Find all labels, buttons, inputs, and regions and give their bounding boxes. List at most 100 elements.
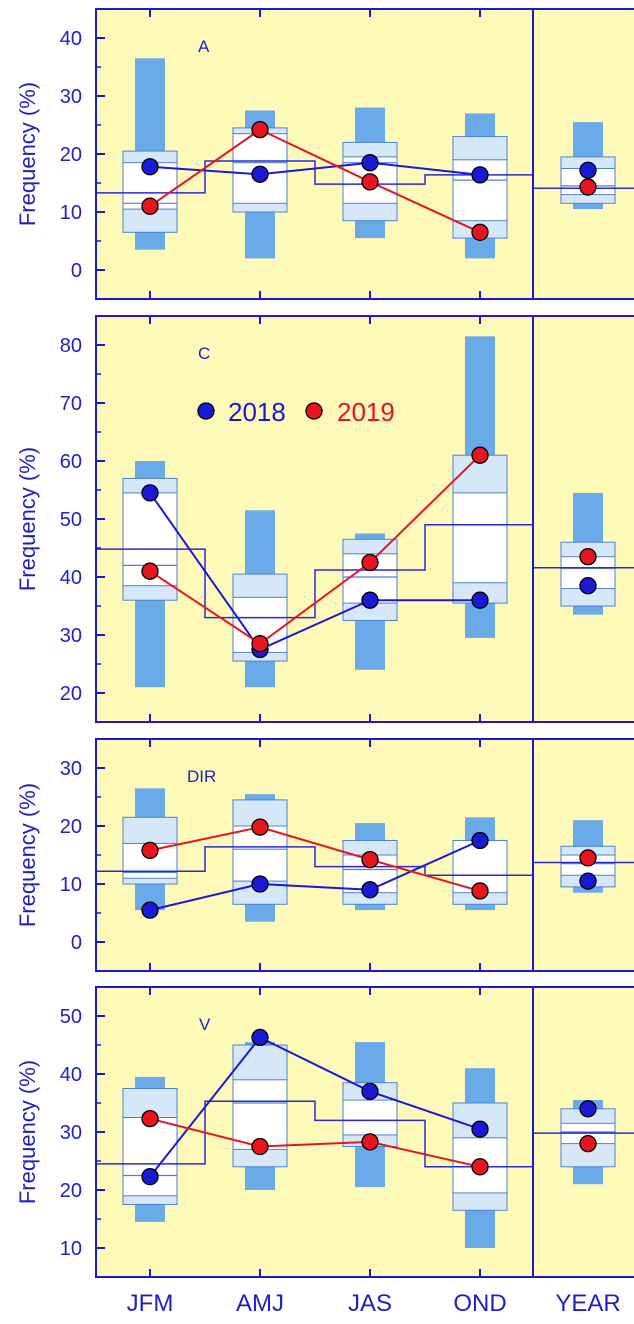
point-2018-jas <box>361 1082 379 1101</box>
y-tick-label: 60 <box>60 451 82 473</box>
box-ond <box>452 113 508 259</box>
inner-box <box>232 1079 288 1150</box>
x-category-label-amj: AMJ <box>236 1290 284 1317</box>
y-tick-label: 80 <box>60 335 82 357</box>
point-2019-amj <box>251 635 269 653</box>
panel-label: A <box>198 37 210 56</box>
y-tick-label: 20 <box>60 1180 82 1202</box>
point-2018-amj <box>251 875 269 893</box>
point-2019-ond <box>471 446 489 464</box>
y-tick-label: 30 <box>60 758 82 780</box>
y-tick-label: 30 <box>60 625 82 647</box>
series-line-2019 <box>149 128 481 234</box>
point-2018-amj <box>251 1028 269 1047</box>
y-axis-label: Frequency (%) <box>15 1060 40 1204</box>
y-axis-label: Frequency (%) <box>15 447 40 591</box>
point-2018-ond <box>471 1120 489 1138</box>
series-line-2019 <box>149 454 481 645</box>
inner-box <box>452 492 508 584</box>
point-2018-jfm <box>141 1168 159 1186</box>
box-jas <box>342 1042 398 1188</box>
panel-label: DIR <box>187 767 216 786</box>
point-2019-year <box>579 1134 597 1153</box>
series-line-2019 <box>149 826 481 892</box>
panel-frame <box>95 986 634 1278</box>
legend: 2018 2019 <box>197 397 395 427</box>
series-line-2018 <box>149 492 480 651</box>
panels: 0 10 20 30 40 Frequency (%) A 20 30 40 50 60 70 80 Fre… <box>15 8 634 1278</box>
point-2018-year <box>579 872 597 890</box>
y-tick-label: 40 <box>60 28 82 50</box>
point-2019-amj <box>251 1137 269 1156</box>
point-2018-year <box>579 577 597 595</box>
panel-frame <box>95 8 634 300</box>
y-tick-label: 10 <box>60 202 82 224</box>
y-tick-label: 40 <box>60 1064 82 1086</box>
series-line-2019 <box>149 1117 481 1168</box>
box-ond <box>452 1068 508 1248</box>
point-2018-ond <box>471 831 489 850</box>
y-tick-label: 70 <box>60 393 82 415</box>
point-2019-ond <box>471 1158 489 1176</box>
point-2018-ond <box>471 591 489 609</box>
panel-label: V <box>199 1015 211 1034</box>
point-2018-ond <box>471 166 489 184</box>
point-2019-jfm <box>141 841 159 860</box>
y-tick-label: 30 <box>60 86 82 108</box>
inner-box <box>452 1137 508 1194</box>
point-2019-amj <box>251 818 269 836</box>
point-2018-year <box>579 161 597 179</box>
x-category-label-jfm: JFM <box>127 1290 174 1317</box>
y-tick-label: 50 <box>60 1006 82 1028</box>
y-tick-label: 20 <box>60 816 82 838</box>
point-2018-jas <box>361 591 379 609</box>
series-line-2018 <box>149 839 481 912</box>
point-2019-jas <box>361 553 379 572</box>
inner-box <box>342 1099 398 1136</box>
y-tick-label: 10 <box>60 874 82 896</box>
y-tick-label: 50 <box>60 509 82 531</box>
point-2019-ond <box>471 223 489 241</box>
x-category-label-year: YEAR <box>555 1290 620 1317</box>
legend-marker-2018 <box>197 402 215 420</box>
box-ond <box>452 336 508 638</box>
x-category-label-ond: OND <box>453 1290 506 1317</box>
legend-marker-2019 <box>305 402 323 420</box>
point-2018-jas <box>361 154 379 172</box>
y-tick-label: 0 <box>71 932 82 954</box>
panel-frame <box>95 738 634 972</box>
point-2019-year <box>579 548 597 566</box>
y-tick-label: 0 <box>71 260 82 282</box>
point-2018-jfm <box>141 158 159 176</box>
panel-v: 10 20 30 40 50 Frequency (%) V <box>15 986 634 1278</box>
point-2019-jas <box>361 1133 379 1151</box>
point-2018-amj <box>251 165 269 183</box>
legend-label-2019: 2019 <box>337 397 395 427</box>
point-2019-jas <box>361 850 379 869</box>
panel-label: C <box>198 344 210 363</box>
point-2019-jfm <box>141 562 159 580</box>
y-axis-label: Frequency (%) <box>15 82 40 226</box>
box-amj <box>232 794 288 922</box>
y-tick-label: 20 <box>60 144 82 166</box>
series-line-2018 <box>149 161 481 176</box>
point-2019-jas <box>361 173 379 191</box>
point-2018-year <box>579 1100 597 1118</box>
point-2019-amj <box>251 120 269 139</box>
point-2018-jas <box>361 881 379 899</box>
panel-dir: 0 10 20 30 Frequency (%) DIR <box>15 738 634 972</box>
point-2018-jfm <box>141 901 159 919</box>
point-2018-jfm <box>141 484 159 502</box>
legend-label-2018: 2018 <box>228 397 286 427</box>
panel-a: 0 10 20 30 40 Frequency (%) A <box>15 8 634 300</box>
point-2019-jfm <box>141 197 159 215</box>
box-jfm <box>122 1076 178 1222</box>
inner-box <box>452 159 508 222</box>
point-2019-year <box>579 849 597 867</box>
x-axis-category-labels: JFM AMJ JAS OND YEAR <box>127 1290 621 1317</box>
y-axis-label: Frequency (%) <box>15 783 40 927</box>
y-tick-label: 40 <box>60 567 82 589</box>
point-2019-jfm <box>141 1110 159 1128</box>
point-2019-ond <box>471 882 489 900</box>
y-tick-label: 20 <box>60 683 82 705</box>
